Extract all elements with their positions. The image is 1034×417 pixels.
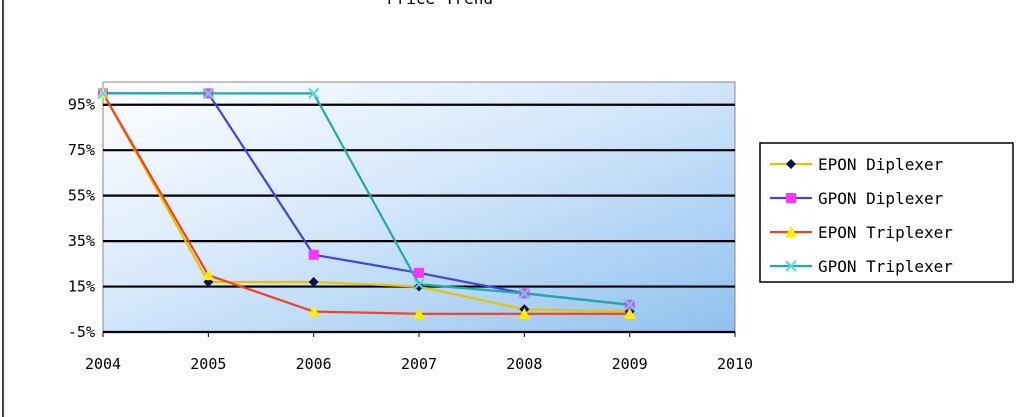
series-line — [102, 92, 630, 315]
legend-marker — [785, 260, 797, 272]
legend-label: GPON Diplexer — [818, 189, 944, 208]
y-tick-label: 95% — [68, 96, 95, 114]
y-tick-label: 15% — [68, 278, 95, 296]
x-tick-label: 2010 — [717, 355, 753, 373]
plot-area — [102, 81, 736, 333]
legend-marker — [786, 159, 796, 169]
x-tick-label: 2004 — [85, 355, 121, 373]
data-point — [202, 269, 215, 281]
data-point — [623, 299, 636, 311]
x-tick-label: 2009 — [612, 355, 648, 373]
legend-label: EPON Diplexer — [818, 155, 944, 174]
legend-marker — [785, 226, 797, 237]
x-tick-label: 2008 — [506, 355, 542, 373]
series-line — [103, 92, 630, 306]
data-point — [518, 307, 531, 319]
data-point — [97, 87, 109, 100]
data-point — [308, 249, 319, 260]
legend-label: EPON Triplexer — [818, 223, 953, 242]
data-point — [413, 278, 425, 290]
chart-title: Price Trend — [387, 0, 493, 8]
data-point — [413, 307, 425, 319]
y-axis-ticks: 95% 75% 55% 35% 15% -5% — [68, 96, 95, 341]
series-line — [102, 92, 630, 313]
y-tick-label: 55% — [68, 187, 95, 205]
legend-box — [759, 142, 1014, 283]
legend: EPON Diplexer GPON Diplexer EPON Triplexer… — [759, 142, 1014, 283]
data-point — [518, 287, 531, 300]
data-point — [307, 87, 320, 100]
data-point — [623, 307, 636, 319]
data-point — [307, 305, 320, 317]
x-tick-label: 2007 — [401, 355, 437, 373]
data-point — [414, 281, 424, 292]
legend-marker — [786, 193, 796, 203]
data-point — [308, 277, 319, 287]
data-point — [202, 87, 215, 100]
data-point — [414, 267, 424, 278]
x-tick-label: 2006 — [296, 355, 332, 373]
x-axis-ticks: 2004 2005 2006 2007 2008 2009 2010 — [85, 332, 753, 373]
y-tick-label: 75% — [68, 141, 95, 159]
series-group — [97, 87, 636, 319]
y-tick-label: 35% — [68, 232, 95, 250]
legend-label: GPON Triplexer — [818, 257, 953, 276]
x-tick-label: 2005 — [190, 355, 226, 373]
y-tick-label: -5% — [68, 323, 95, 341]
